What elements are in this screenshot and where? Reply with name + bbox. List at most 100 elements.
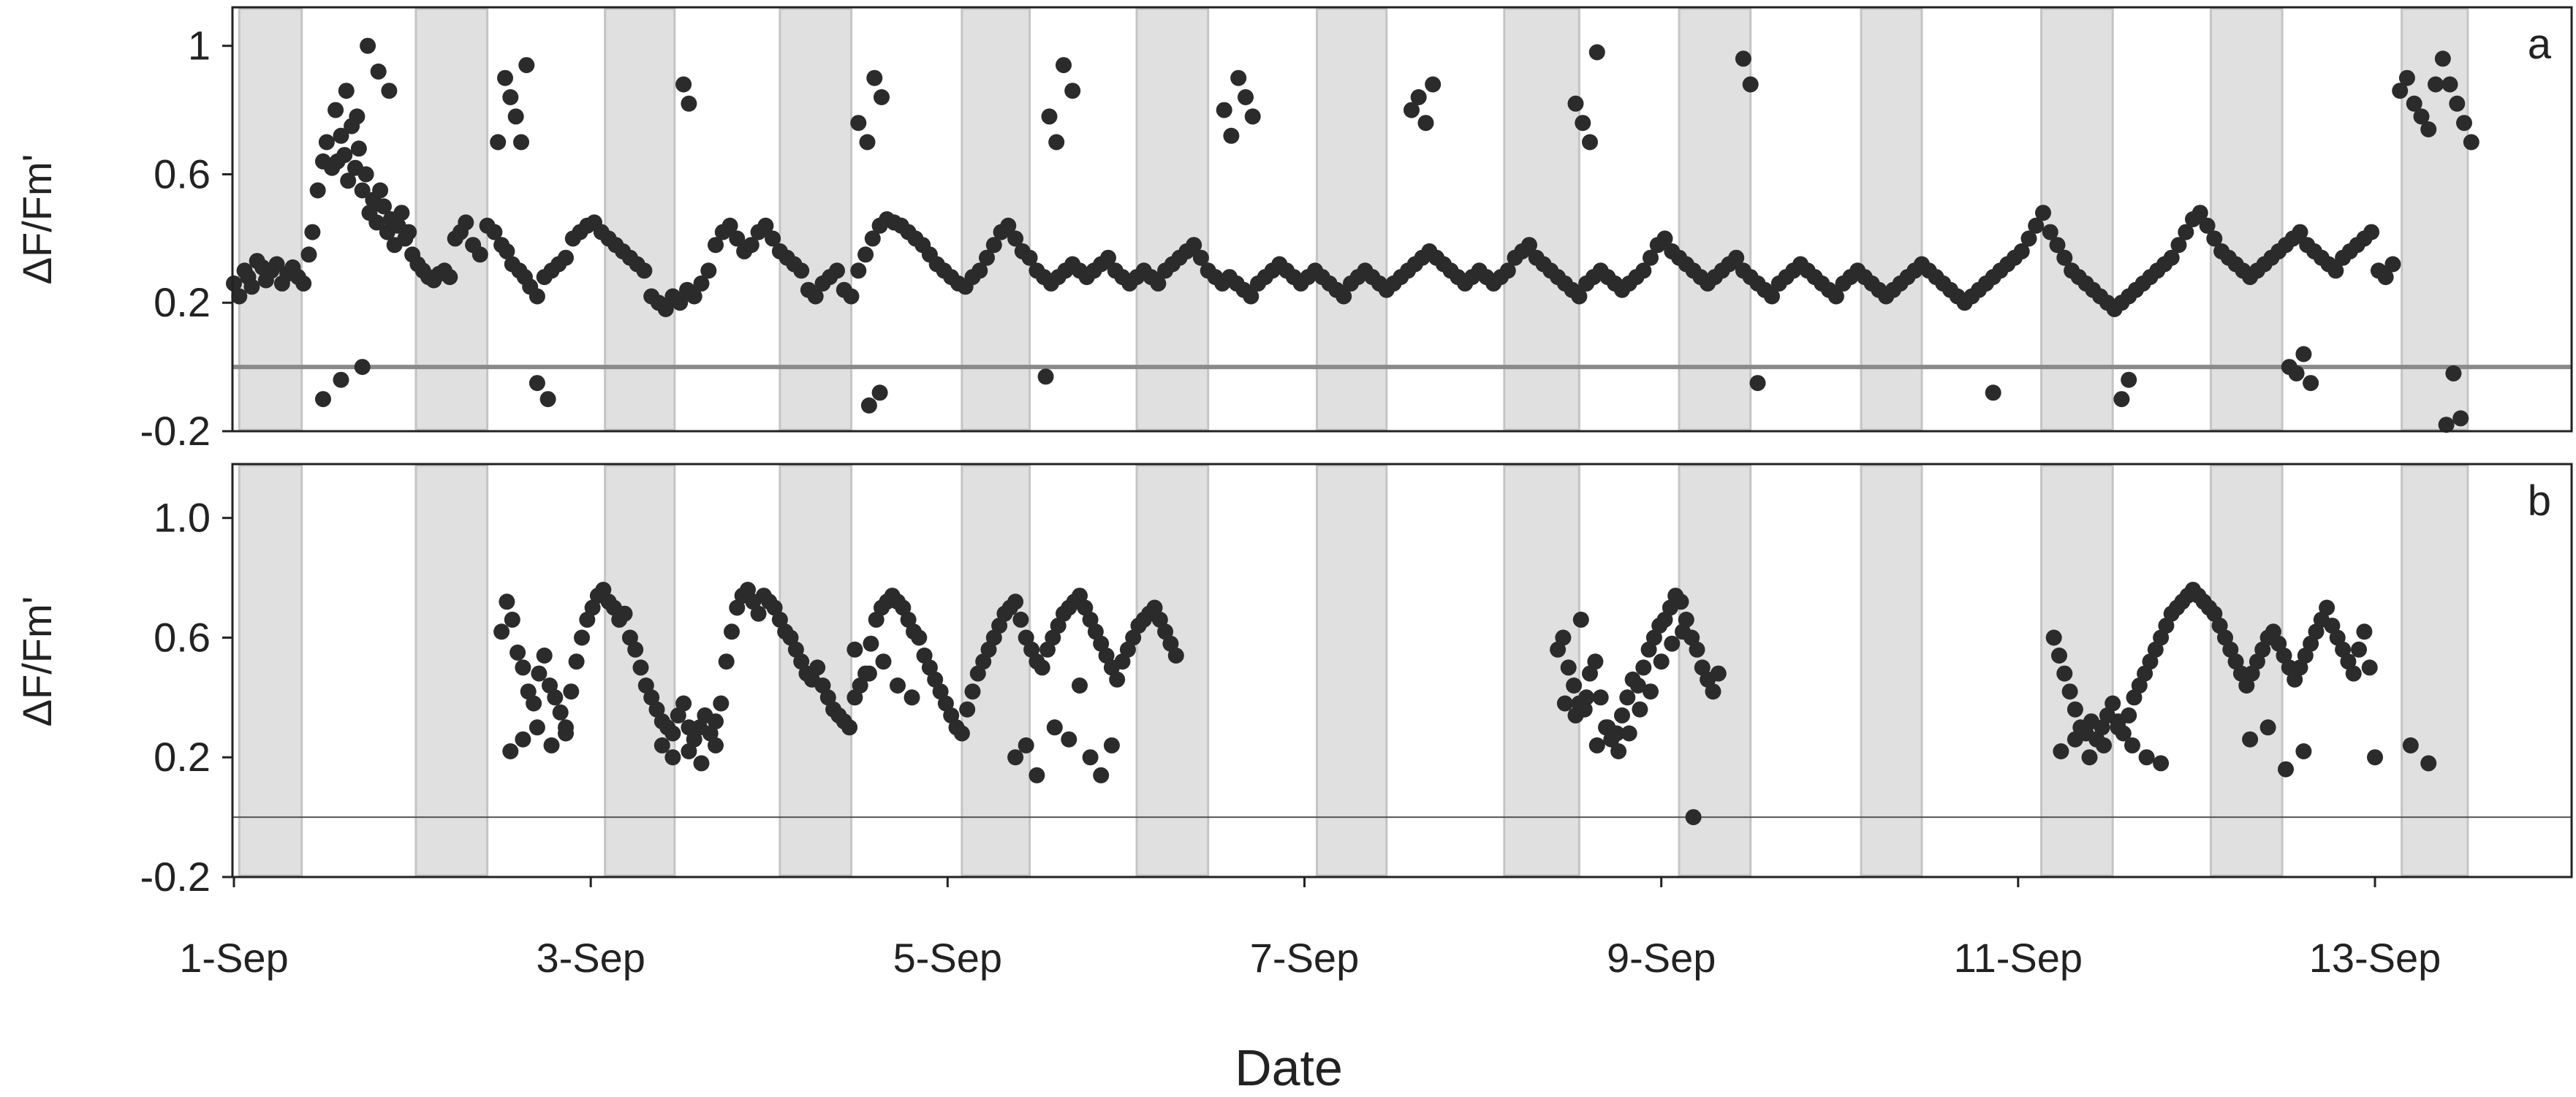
data-point-a bbox=[1499, 262, 1516, 279]
data-point-b bbox=[1645, 629, 1662, 646]
data-point-a bbox=[2392, 83, 2409, 99]
data-point-b bbox=[860, 665, 877, 682]
data-point-b bbox=[531, 665, 548, 682]
data-point-a bbox=[381, 83, 398, 99]
data-point-b bbox=[1028, 767, 1045, 783]
night-band-a-2 bbox=[414, 7, 489, 431]
data-point-a bbox=[2456, 115, 2472, 132]
data-point-b bbox=[2061, 683, 2078, 700]
data-point-a bbox=[318, 134, 335, 151]
y-tick-label-b: -0.2 bbox=[140, 854, 211, 900]
data-point-a bbox=[2020, 230, 2037, 247]
data-point-b bbox=[1578, 689, 1595, 706]
data-point-a bbox=[2013, 243, 2030, 259]
x-tick-label: 1-Sep bbox=[179, 935, 288, 981]
data-point-a bbox=[309, 182, 326, 199]
data-point-a bbox=[2028, 217, 2045, 234]
data-point-b bbox=[1566, 677, 1583, 694]
data-point-b bbox=[2094, 719, 2110, 736]
data-point-b bbox=[1582, 665, 1598, 682]
data-point-a bbox=[971, 262, 988, 279]
data-point-a bbox=[1417, 115, 1434, 132]
data-point-b bbox=[2303, 635, 2319, 652]
data-point-b bbox=[1629, 677, 1646, 694]
data-point-a bbox=[2303, 375, 2319, 392]
data-point-b bbox=[718, 653, 735, 670]
data-point-b bbox=[2045, 629, 2062, 646]
data-point-b bbox=[819, 689, 836, 706]
data-point-a bbox=[857, 246, 874, 263]
data-point-a bbox=[1230, 69, 1247, 86]
data-point-b bbox=[787, 641, 804, 658]
data-point-b bbox=[2287, 671, 2303, 688]
data-point-a bbox=[1588, 44, 1605, 61]
data-point-b bbox=[1072, 588, 1088, 604]
data-point-b bbox=[841, 719, 858, 736]
data-point-b bbox=[702, 725, 719, 742]
data-point-a bbox=[2428, 76, 2444, 93]
data-point-b bbox=[1592, 689, 1609, 706]
data-point-b bbox=[493, 623, 510, 640]
data-point-b bbox=[515, 731, 531, 748]
data-point-b bbox=[943, 707, 960, 724]
data-point-a bbox=[2035, 205, 2051, 221]
data-point-b bbox=[863, 635, 879, 652]
data-point-b bbox=[2222, 641, 2239, 658]
panel-b: -0.2 0.2 0.6 1.0 ΔF/Fm' b bbox=[14, 463, 2573, 900]
data-point-b bbox=[2067, 731, 2083, 748]
data-point-a bbox=[350, 140, 367, 157]
data-point-a bbox=[793, 262, 810, 279]
data-point-b bbox=[547, 689, 564, 706]
data-point-a bbox=[2327, 262, 2344, 279]
data-point-b bbox=[1632, 701, 1648, 718]
data-point-a bbox=[1238, 89, 1254, 105]
data-point-b bbox=[953, 725, 970, 742]
data-point-b bbox=[632, 659, 649, 676]
data-point-a bbox=[2441, 76, 2458, 93]
data-point-a bbox=[1336, 288, 1352, 305]
data-point-b bbox=[1587, 653, 1604, 670]
data-point-a bbox=[2420, 121, 2437, 137]
data-point-a bbox=[1735, 50, 1751, 67]
data-point-b bbox=[2206, 605, 2223, 622]
data-point-b bbox=[708, 737, 724, 754]
data-point-b bbox=[1045, 629, 1061, 646]
data-point-b bbox=[1103, 737, 1120, 754]
night-band-a-9 bbox=[1678, 7, 1752, 431]
data-point-a bbox=[850, 115, 867, 132]
data-point-a bbox=[985, 237, 1002, 254]
night-band-b-10 bbox=[1860, 464, 1923, 877]
data-point-b bbox=[1007, 749, 1024, 766]
data-point-a bbox=[1742, 76, 1759, 93]
data-point-a bbox=[1635, 262, 1652, 279]
data-point-a bbox=[372, 182, 389, 199]
data-point-a bbox=[2049, 237, 2066, 254]
data-point-a bbox=[2178, 224, 2194, 240]
data-point-b bbox=[1643, 683, 1659, 700]
night-band-a-1 bbox=[238, 7, 303, 431]
data-point-b bbox=[2121, 707, 2137, 724]
data-point-a bbox=[2056, 249, 2073, 266]
data-point-b bbox=[681, 743, 697, 759]
data-point-b bbox=[911, 629, 928, 646]
y-tick-label-a: 1 bbox=[188, 23, 211, 69]
data-point-a bbox=[340, 172, 357, 189]
data-point-a bbox=[686, 288, 702, 305]
data-point-a bbox=[1041, 108, 1058, 125]
data-point-b bbox=[1023, 641, 1040, 658]
data-point-a bbox=[2452, 410, 2469, 427]
data-point-b bbox=[969, 665, 986, 682]
data-point-a bbox=[675, 76, 692, 93]
data-point-b bbox=[1125, 629, 1142, 646]
data-point-b bbox=[2243, 665, 2260, 682]
data-point-b bbox=[1034, 659, 1050, 676]
data-point-b bbox=[515, 659, 531, 676]
data-point-b bbox=[664, 725, 681, 742]
night-band-a-3 bbox=[604, 7, 676, 431]
night-band-a-4 bbox=[779, 7, 853, 431]
data-point-b bbox=[536, 648, 553, 664]
x-tick-label: 7-Sep bbox=[1250, 935, 1359, 981]
panel-letter-a: a bbox=[2528, 20, 2552, 68]
night-band-b-4 bbox=[779, 464, 853, 877]
data-point-b bbox=[1012, 611, 1029, 628]
